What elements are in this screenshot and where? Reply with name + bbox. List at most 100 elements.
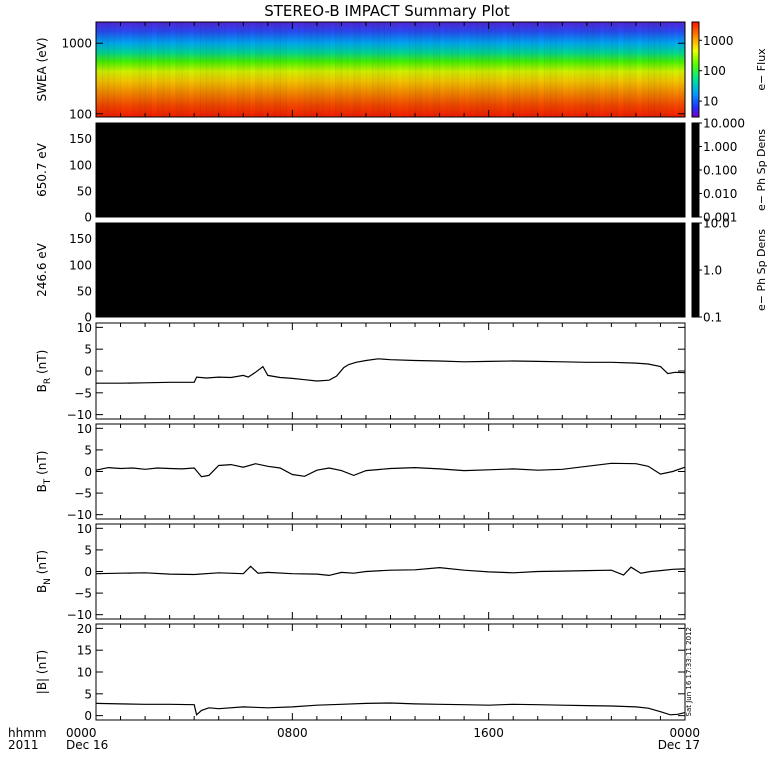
spectrogram-bin [500,22,508,117]
y-tick-label: 5 [84,443,92,457]
pad-spectrogram [96,123,685,217]
spectrogram-bin [372,22,379,117]
spectrogram-bin [519,22,526,117]
spectrogram-bin [304,22,312,117]
spectrogram-bin [408,22,416,117]
y-tick-label: 10 [77,422,92,436]
spectrogram-bin [445,22,453,117]
colorbar-tick-label: 100 [703,64,726,78]
spectrogram-bin [433,22,441,117]
y-tick-label: 0 [84,211,92,225]
y-tick-label: −10 [67,408,92,422]
time-axis-row1-label: hhmm [8,726,47,740]
spectrogram-bin [280,22,287,117]
spectrogram-bin [451,22,459,117]
panel-btot: 0 5 10 15 20 |B| (nT) [35,622,686,723]
y-tick-label: 0 [84,311,92,325]
spectrogram-bin [568,22,576,117]
panel-bn: −10 −5 0 5 10 BN (nT) [35,522,686,622]
field-series-line [95,462,686,478]
spectrogram-bin [556,22,563,117]
spectrogram-bin [218,22,226,117]
colorbar-tick-label: 0.100 [703,164,737,178]
spectrogram-bin [562,22,569,117]
field-series-line [95,702,686,716]
y-tick-label: −10 [67,508,92,522]
panel-swea: 10 100 1000 e− Flux 100 1000 SWEA (eV) [35,21,768,121]
spectrogram-bin [237,22,244,117]
spectrogram-bin [175,22,183,117]
y-tick-label: 1000 [61,37,92,51]
spectrogram-bin [672,22,680,117]
spectrogram-bin [464,22,471,117]
spectrogram-bin [660,22,668,117]
colorbar-tick-label: 10.0 [703,217,730,231]
y-tick-label: 10 [77,321,92,335]
colorbar-tick-label: 1.000 [703,140,737,154]
time-tick-date: Dec 17 [658,738,700,752]
spectrogram-bin [488,22,496,117]
spectrogram-bin [623,22,631,117]
spectrogram-bin [384,22,391,117]
spectrogram-bin [96,22,103,117]
colorbar-label: e− Ph Sp Dens [755,229,768,311]
y-tick-label: −10 [67,608,92,622]
spectrogram-bin [157,22,164,117]
psd-colorbar [691,122,700,218]
spectrogram-bin [439,22,447,117]
spectrogram-bin [629,22,637,117]
panel-pad246: 10.0 1.0 0.1 e− Ph Sp Dens 0 50 100 150 246.6 eV [35,217,768,325]
y-tick-label: 100 [69,107,92,121]
y-tick-label: 5 [84,343,92,357]
spectrogram-bin [359,22,367,117]
y-tick-label: 0 [84,565,92,579]
spectrogram-bin [574,22,582,117]
colorbar-tick-label: 10.000 [703,117,745,131]
spectrogram-bin [310,22,318,117]
spectrogram-bin [206,22,214,117]
spectrogram-bin [365,22,373,117]
panel-frame [95,423,686,520]
spectrogram-bin [230,22,238,117]
panel-frame [95,523,686,620]
spectrogram-bin [181,22,189,117]
y-tick-label: 10 [77,666,92,680]
time-tick-date: Dec 16 [66,738,108,752]
spectrogram-bin [599,22,606,117]
time-tick-label: 1600 [473,726,504,740]
y-tick-label: 100 [69,158,92,172]
spectrogram-bin [648,22,655,117]
colorbar-tick-label: 1.0 [703,264,722,278]
spectrogram-bin [476,22,484,117]
y-axis-label: SWEA (eV) [35,37,49,101]
y-tick-label: 0 [84,465,92,479]
spectrogram-bin [292,22,299,117]
spectrogram-bin [550,22,557,117]
colorbar-tick-label: 0.010 [703,187,737,201]
spectrogram-bin [267,22,275,117]
time-axis-row2-label: 2011 [8,738,39,752]
spectrogram-bin [316,22,324,117]
spectrogram-bin [261,22,269,117]
spectrogram-bin [635,22,643,117]
spectrogram-bin [525,22,533,117]
y-tick-label: 150 [69,232,92,246]
spectrogram-bin [543,22,551,117]
spectrogram-bin [605,22,612,117]
spectrogram-bin [421,22,428,117]
spectrogram-bin [402,22,410,117]
spectrogram-bin [145,22,152,117]
spectrogram-bin [323,22,330,117]
spectrogram-bin [126,22,134,117]
y-axis-label: 650.7 eV [35,142,49,197]
spectrogram-bin [427,22,434,117]
y-tick-label: 20 [77,622,92,636]
y-tick-label: 0 [84,365,92,379]
spectrogram-bin [396,22,404,117]
colorbar-tick-label: 0.1 [703,311,722,325]
y-tick-label: 150 [69,132,92,146]
field-series-line [96,358,686,384]
spectrogram-bin [249,22,257,117]
spectrogram-bin [114,22,122,117]
